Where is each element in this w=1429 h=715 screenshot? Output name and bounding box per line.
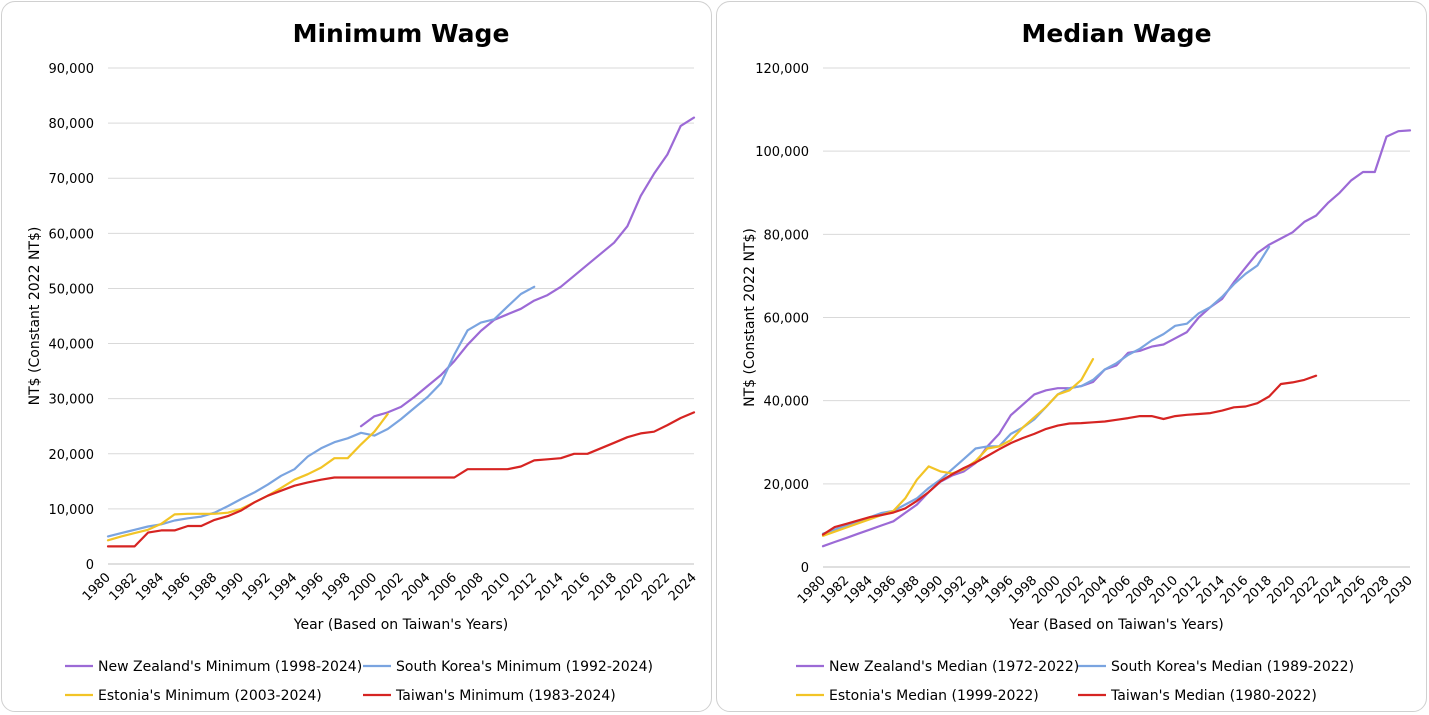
x-tick-label: 2030 (1382, 573, 1416, 607)
minimum-wage-chart-svg: Minimum Wage 0 10,000 20,000 30,000 40,000 50,… (27, 19, 700, 704)
x-tick-label: 2002 (373, 570, 407, 604)
x-tick-label: 1986 (160, 570, 194, 604)
x-tick-label: 2000 (346, 570, 380, 604)
x-tick-label: 1984 (133, 570, 167, 604)
x-tick-label: 2014 (533, 570, 567, 604)
x-tick-label: 2004 (399, 570, 433, 604)
y-tick-label: 60,000 (764, 312, 810, 327)
legend-label: Estonia's Minimum (2003-2024) (98, 688, 322, 704)
series-line (821, 374, 1318, 536)
y-tick-label: 40,000 (764, 395, 810, 410)
x-axis-label: Year (Based on Taiwan's Years) (1008, 617, 1223, 633)
x-tick-label: 1982 (106, 570, 140, 604)
legend-label: Taiwan's Median (1980-2022) (1110, 688, 1317, 704)
legend-label: South Korea's Median (1989-2022) (1111, 659, 1354, 675)
legend-label: South Korea's Minimum (1992-2024) (396, 659, 653, 675)
series-line (821, 129, 1412, 548)
y-tick-label: 100,000 (755, 145, 809, 160)
x-tick-label: 1988 (186, 570, 220, 604)
series-line (106, 285, 536, 538)
y-axis-label: NT$ (Constant 2022 NT$) (742, 228, 758, 407)
x-tick-label: 1992 (240, 570, 274, 604)
y-tick-label: 80,000 (49, 117, 95, 132)
y-tick-label: 0 (801, 561, 809, 576)
y-tick-label: 70,000 (49, 172, 95, 187)
x-axis-label: Year (Based on Taiwan's Years) (293, 617, 508, 633)
x-tick-label: 2010 (479, 570, 513, 604)
y-tick-label: 50,000 (49, 282, 95, 297)
series-line (359, 116, 696, 428)
x-tick-label: 2018 (586, 570, 620, 604)
series-line (821, 358, 1095, 537)
legend-label: Taiwan's Minimum (1983-2024) (395, 688, 616, 704)
y-tick-label: 120,000 (755, 62, 809, 77)
y-tick-label: 0 (86, 558, 94, 573)
x-tick-label: 2012 (506, 570, 540, 604)
minimum-wage-chart: Minimum Wage 0 10,000 20,000 30,000 40,000 50,… (1, 1, 712, 712)
x-tick-label: 1980 (80, 570, 114, 604)
median-wage-chart-svg: Median Wage 0 20,000 40,000 60,000 80,000 100,… (742, 19, 1416, 704)
legend-label: New Zealand's Minimum (1998-2024) (98, 659, 362, 675)
y-tick-label: 40,000 (49, 338, 95, 353)
series-line (106, 411, 696, 548)
x-tick-label: 1990 (213, 570, 247, 604)
y-tick-label: 30,000 (49, 393, 95, 408)
legend-label: Estonia's Median (1999-2022) (829, 688, 1039, 704)
x-tick-label: 1998 (320, 570, 354, 604)
y-tick-label: 60,000 (49, 227, 95, 242)
y-tick-label: 20,000 (49, 448, 95, 463)
x-tick-label: 1996 (293, 570, 327, 604)
y-tick-label: 80,000 (764, 228, 810, 243)
x-tick-label: 2024 (666, 570, 700, 604)
x-tick-label: 1994 (266, 570, 300, 604)
median-wage-chart: Median Wage 0 20,000 40,000 60,000 80,000 100,… (716, 1, 1427, 712)
x-tick-label: 2008 (453, 570, 487, 604)
y-tick-label: 20,000 (764, 478, 810, 493)
chart-title: Median Wage (1021, 19, 1211, 48)
y-axis-label: NT$ (Constant 2022 NT$) (27, 227, 43, 406)
x-tick-label: 2016 (559, 570, 593, 604)
legend-label: New Zealand's Median (1972-2022) (829, 659, 1079, 675)
y-tick-label: 90,000 (49, 62, 95, 77)
x-tick-label: 2020 (613, 570, 647, 604)
x-tick-label: 2006 (426, 570, 460, 604)
y-tick-label: 10,000 (49, 503, 95, 518)
chart-title: Minimum Wage (293, 19, 510, 48)
x-tick-label: 2022 (639, 570, 673, 604)
